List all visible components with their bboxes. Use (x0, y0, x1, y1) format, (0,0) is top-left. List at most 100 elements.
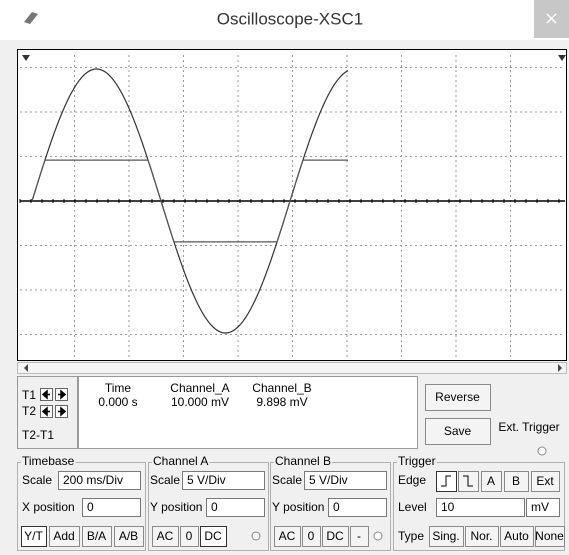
coupling-button-label: 0 (308, 529, 315, 543)
channel_a-ypos-input[interactable] (206, 498, 265, 517)
arrow-icon (41, 389, 50, 400)
scale-label: Scale (22, 473, 52, 487)
coupling-button[interactable] (152, 526, 179, 547)
mode-button-label: Add (53, 529, 74, 543)
type-button[interactable] (465, 526, 499, 547)
channel_a-ypos-input-text: 0 (211, 500, 218, 514)
mode-button[interactable] (49, 526, 80, 547)
ext-trigger-label: Ext. Trigger (498, 420, 559, 434)
channel_a-scale-input[interactable] (182, 471, 265, 490)
coupling-button-label: DC (204, 529, 222, 543)
reverse-button-label: Reverse (435, 390, 480, 404)
mode-button[interactable] (21, 526, 47, 547)
app-icon (24, 12, 38, 24)
grid (19, 55, 565, 357)
save-button[interactable] (425, 418, 491, 445)
source-button[interactable] (504, 471, 529, 492)
channel_a-group-label: Channel A (153, 454, 208, 468)
channel_b-group-label: Channel B (275, 454, 331, 468)
edge-label: Edge (398, 473, 426, 487)
channel_b-scale-input[interactable] (304, 471, 387, 490)
type-button[interactable] (429, 526, 464, 547)
readout-header: Time (105, 381, 132, 395)
xpos-label: X position (22, 500, 75, 514)
source-button-label: B (512, 474, 520, 488)
arrow-icon (41, 406, 50, 417)
title-bar (0, 0, 569, 40)
channel_b-ypos-input-text: 0 (333, 500, 340, 514)
radio-button[interactable] (251, 531, 261, 541)
rising-edge-icon (441, 475, 451, 487)
timebase-group (17, 462, 146, 551)
cursor-t1-label: T1 (22, 388, 36, 402)
readout-value: 10.000 mV (171, 395, 229, 409)
label-bg (21, 454, 76, 469)
trigger-group-label: Trigger (398, 454, 436, 468)
arrow-icon (58, 406, 67, 417)
cursor-diff-label: T2-T1 (22, 428, 54, 442)
coupling-button[interactable] (302, 526, 321, 547)
radio-button[interactable] (373, 531, 383, 541)
readout-value: 9.898 mV (256, 395, 307, 409)
ypos-label: Y position (272, 500, 324, 514)
type-button-label: None (535, 529, 564, 543)
cursor-t2-label: T2 (22, 404, 36, 418)
coupling-button[interactable] (200, 526, 227, 547)
timebase-scale-input-text: 200 ms/Div (63, 473, 123, 487)
type-button[interactable] (500, 526, 534, 547)
type-button-label: Auto (504, 529, 529, 543)
channel_a-scale-input-text: 5 V/Div (187, 473, 226, 487)
coupling-button-label: 0 (186, 529, 193, 543)
radio-button[interactable] (537, 446, 547, 456)
window-title: Oscilloscope-XSC1 (217, 9, 363, 28)
timebase-group-label: Timebase (22, 454, 75, 468)
readout-header: Channel_B (252, 381, 311, 395)
xpos-input-text: 0 (87, 500, 94, 514)
type-button-label: Nor. (470, 529, 492, 543)
reverse-button[interactable] (425, 384, 491, 411)
coupling-button[interactable] (350, 526, 369, 547)
source-button-label: Ext (536, 474, 554, 488)
level-label: Level (398, 500, 427, 514)
channel-b-trace (31, 159, 348, 243)
coupling-button[interactable] (274, 526, 301, 547)
type-button-label: Sing. (432, 529, 459, 543)
source-button[interactable] (531, 471, 560, 492)
coupling-button[interactable] (322, 526, 349, 547)
level-input-text: 10 (441, 500, 455, 514)
mode-button-label: A/B (119, 529, 138, 543)
type-button[interactable] (535, 526, 565, 547)
coupling-button-label: AC (157, 529, 174, 543)
source-button-label: A (487, 474, 495, 488)
scale-label: Scale (272, 473, 302, 487)
channel_b-ypos-input[interactable] (328, 498, 387, 517)
coupling-button[interactable] (180, 526, 199, 547)
level-input[interactable] (436, 498, 525, 517)
unit-box[interactable] (526, 498, 560, 517)
readout-header: Channel_A (170, 381, 229, 395)
trigger-group (393, 462, 565, 551)
save-button-label: Save (444, 424, 472, 438)
readout-value: 0.000 s (98, 395, 137, 409)
coupling-button-label: DC (326, 529, 344, 543)
mode-button-label: B/A (87, 529, 106, 543)
falling-edge-icon (463, 475, 473, 487)
mode-button[interactable] (82, 526, 112, 547)
readout-panel (78, 376, 418, 449)
label-bg (152, 454, 210, 469)
scrollbar[interactable] (17, 362, 567, 374)
mode-button[interactable] (114, 526, 144, 547)
close-icon (546, 13, 557, 24)
scale-label: Scale (150, 473, 180, 487)
timebase-scale-input[interactable] (58, 471, 141, 490)
channel_b-scale-input-text: 5 V/Div (309, 473, 348, 487)
source-button[interactable] (481, 471, 502, 492)
xpos-input[interactable] (82, 498, 141, 517)
type-label: Type (398, 529, 424, 543)
arrow-icon (58, 389, 67, 400)
label-bg (274, 454, 333, 469)
coupling-button-label: - (357, 529, 361, 543)
coupling-button-label: AC (279, 529, 296, 543)
